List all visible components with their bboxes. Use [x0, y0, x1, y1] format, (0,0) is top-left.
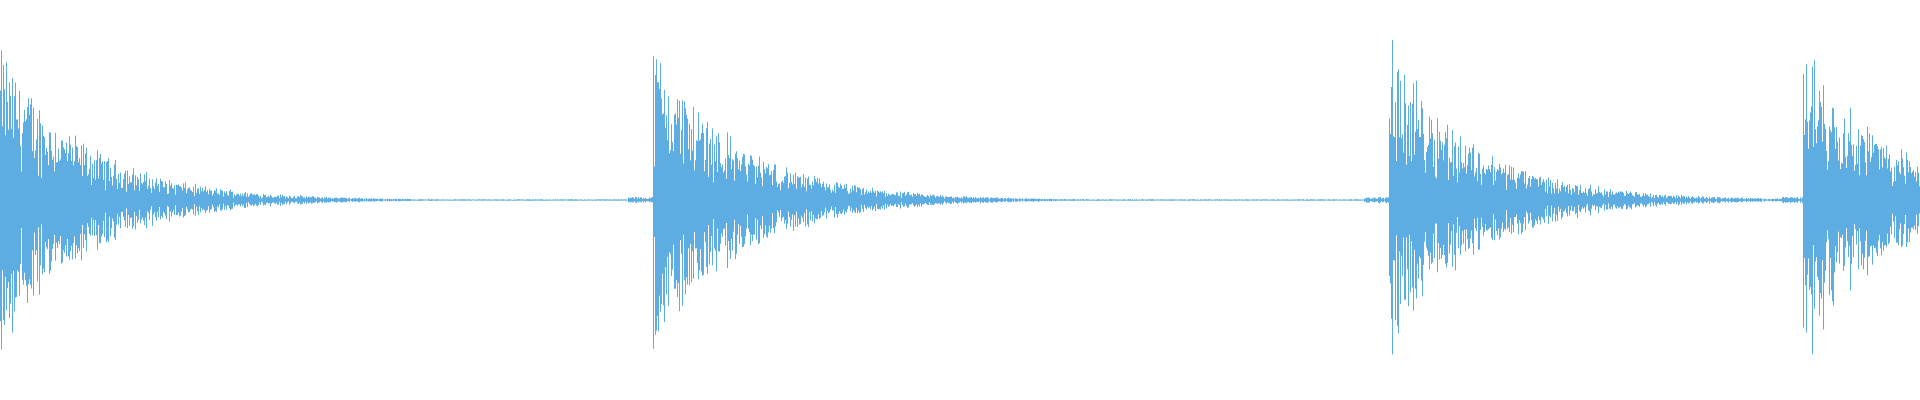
waveform-samples: [0, 40, 1920, 355]
waveform-trace: [0, 40, 1920, 355]
